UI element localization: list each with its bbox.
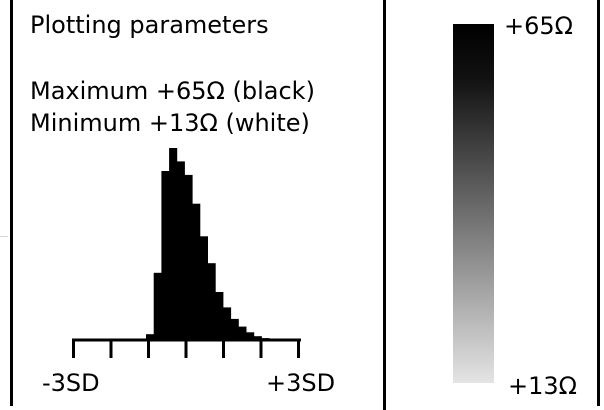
x-tick-label-min: -3SD	[42, 369, 100, 397]
histogram-bar	[238, 326, 247, 340]
plot-title: Plotting parameters	[30, 11, 269, 39]
histogram-bar	[161, 171, 170, 340]
histogram-bar	[153, 272, 162, 340]
edge-mark	[0, 236, 8, 237]
color-scale-max-label: +65Ω	[504, 12, 573, 40]
histogram-bar	[184, 174, 193, 340]
histogram-bar	[176, 161, 185, 340]
color-scale-min-label: +13Ω	[508, 372, 577, 400]
panel-divider	[383, 0, 386, 410]
histogram-bar	[146, 334, 155, 340]
histogram-bar	[169, 148, 178, 340]
histogram-bar	[207, 263, 216, 340]
histogram-bar	[199, 236, 208, 340]
histogram-bar	[230, 318, 239, 340]
histogram-bar	[223, 307, 232, 340]
histogram-bar	[215, 292, 224, 340]
minimum-label: Minimum +13Ω (white)	[30, 109, 310, 137]
histogram-bar	[246, 332, 255, 340]
maximum-label: Maximum +65Ω (black)	[30, 77, 315, 105]
panel-frame	[10, 0, 600, 406]
x-tick-label-max: +3SD	[266, 369, 336, 397]
color-scale-bar	[453, 24, 494, 383]
histogram-bar	[192, 203, 201, 340]
histogram-bar	[253, 336, 262, 340]
